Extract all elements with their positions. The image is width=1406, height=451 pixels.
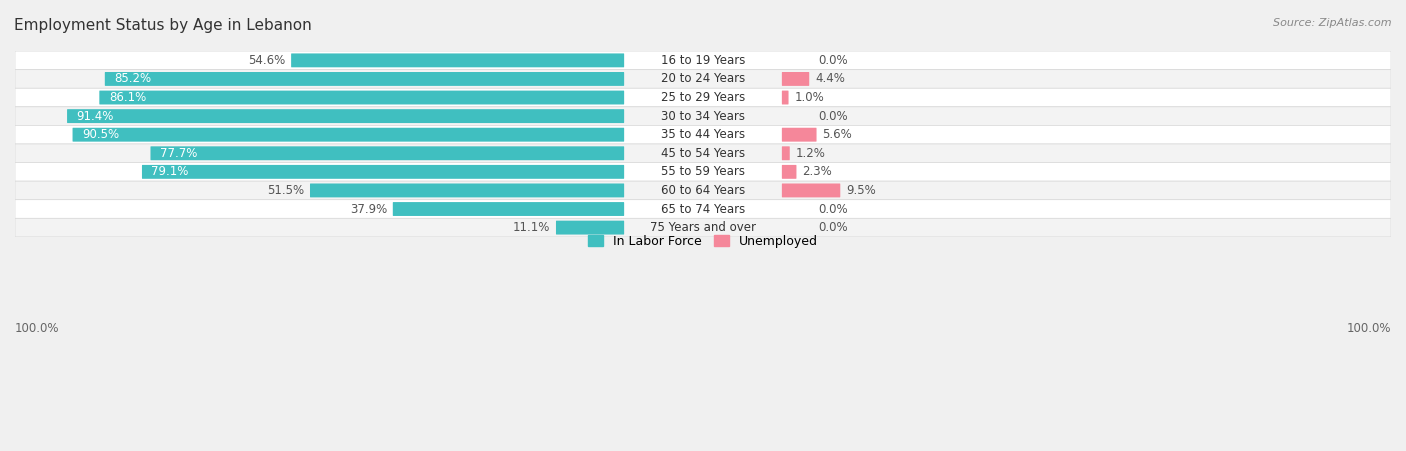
FancyBboxPatch shape [73,128,624,142]
Text: 90.5%: 90.5% [82,128,120,141]
Text: 65 to 74 Years: 65 to 74 Years [661,202,745,216]
Text: Source: ZipAtlas.com: Source: ZipAtlas.com [1274,18,1392,28]
Text: 85.2%: 85.2% [114,73,152,85]
FancyBboxPatch shape [15,181,1391,200]
FancyBboxPatch shape [15,200,1391,218]
Text: 2.3%: 2.3% [803,166,832,178]
Text: 9.5%: 9.5% [846,184,876,197]
Text: 51.5%: 51.5% [267,184,304,197]
Text: 16 to 19 Years: 16 to 19 Years [661,54,745,67]
Text: 37.9%: 37.9% [350,202,387,216]
Text: 60 to 64 Years: 60 to 64 Years [661,184,745,197]
Text: 25 to 29 Years: 25 to 29 Years [661,91,745,104]
Text: 0.0%: 0.0% [818,54,848,67]
FancyBboxPatch shape [15,144,1391,162]
Text: 35 to 44 Years: 35 to 44 Years [661,128,745,141]
FancyBboxPatch shape [782,91,789,105]
Text: 79.1%: 79.1% [152,166,188,178]
Text: 77.7%: 77.7% [160,147,197,160]
Text: 5.6%: 5.6% [823,128,852,141]
FancyBboxPatch shape [100,91,624,105]
Text: 75 Years and over: 75 Years and over [650,221,756,234]
FancyBboxPatch shape [15,107,1391,125]
FancyBboxPatch shape [291,53,624,67]
Text: 45 to 54 Years: 45 to 54 Years [661,147,745,160]
FancyBboxPatch shape [105,72,624,86]
FancyBboxPatch shape [782,128,817,142]
Text: 11.1%: 11.1% [513,221,550,234]
FancyBboxPatch shape [782,72,810,86]
FancyBboxPatch shape [15,51,1391,69]
FancyBboxPatch shape [782,146,790,160]
FancyBboxPatch shape [67,109,624,123]
Text: 30 to 34 Years: 30 to 34 Years [661,110,745,123]
Text: 20 to 24 Years: 20 to 24 Years [661,73,745,85]
Text: 0.0%: 0.0% [818,221,848,234]
FancyBboxPatch shape [555,221,624,235]
FancyBboxPatch shape [15,125,1391,144]
Text: 4.4%: 4.4% [815,73,845,85]
FancyBboxPatch shape [15,88,1391,107]
Text: 0.0%: 0.0% [818,110,848,123]
Text: 86.1%: 86.1% [108,91,146,104]
Text: 91.4%: 91.4% [76,110,114,123]
Text: 100.0%: 100.0% [15,322,59,335]
FancyBboxPatch shape [782,184,841,198]
Text: 100.0%: 100.0% [1347,322,1391,335]
FancyBboxPatch shape [15,162,1391,181]
Text: 1.2%: 1.2% [796,147,825,160]
FancyBboxPatch shape [15,69,1391,88]
Text: 1.0%: 1.0% [794,91,824,104]
Text: 55 to 59 Years: 55 to 59 Years [661,166,745,178]
FancyBboxPatch shape [150,146,624,160]
Text: Employment Status by Age in Lebanon: Employment Status by Age in Lebanon [14,18,312,33]
Text: 54.6%: 54.6% [247,54,285,67]
FancyBboxPatch shape [309,184,624,198]
FancyBboxPatch shape [392,202,624,216]
FancyBboxPatch shape [142,165,624,179]
FancyBboxPatch shape [15,218,1391,237]
FancyBboxPatch shape [782,165,796,179]
Text: 0.0%: 0.0% [818,202,848,216]
Legend: In Labor Force, Unemployed: In Labor Force, Unemployed [583,230,823,253]
